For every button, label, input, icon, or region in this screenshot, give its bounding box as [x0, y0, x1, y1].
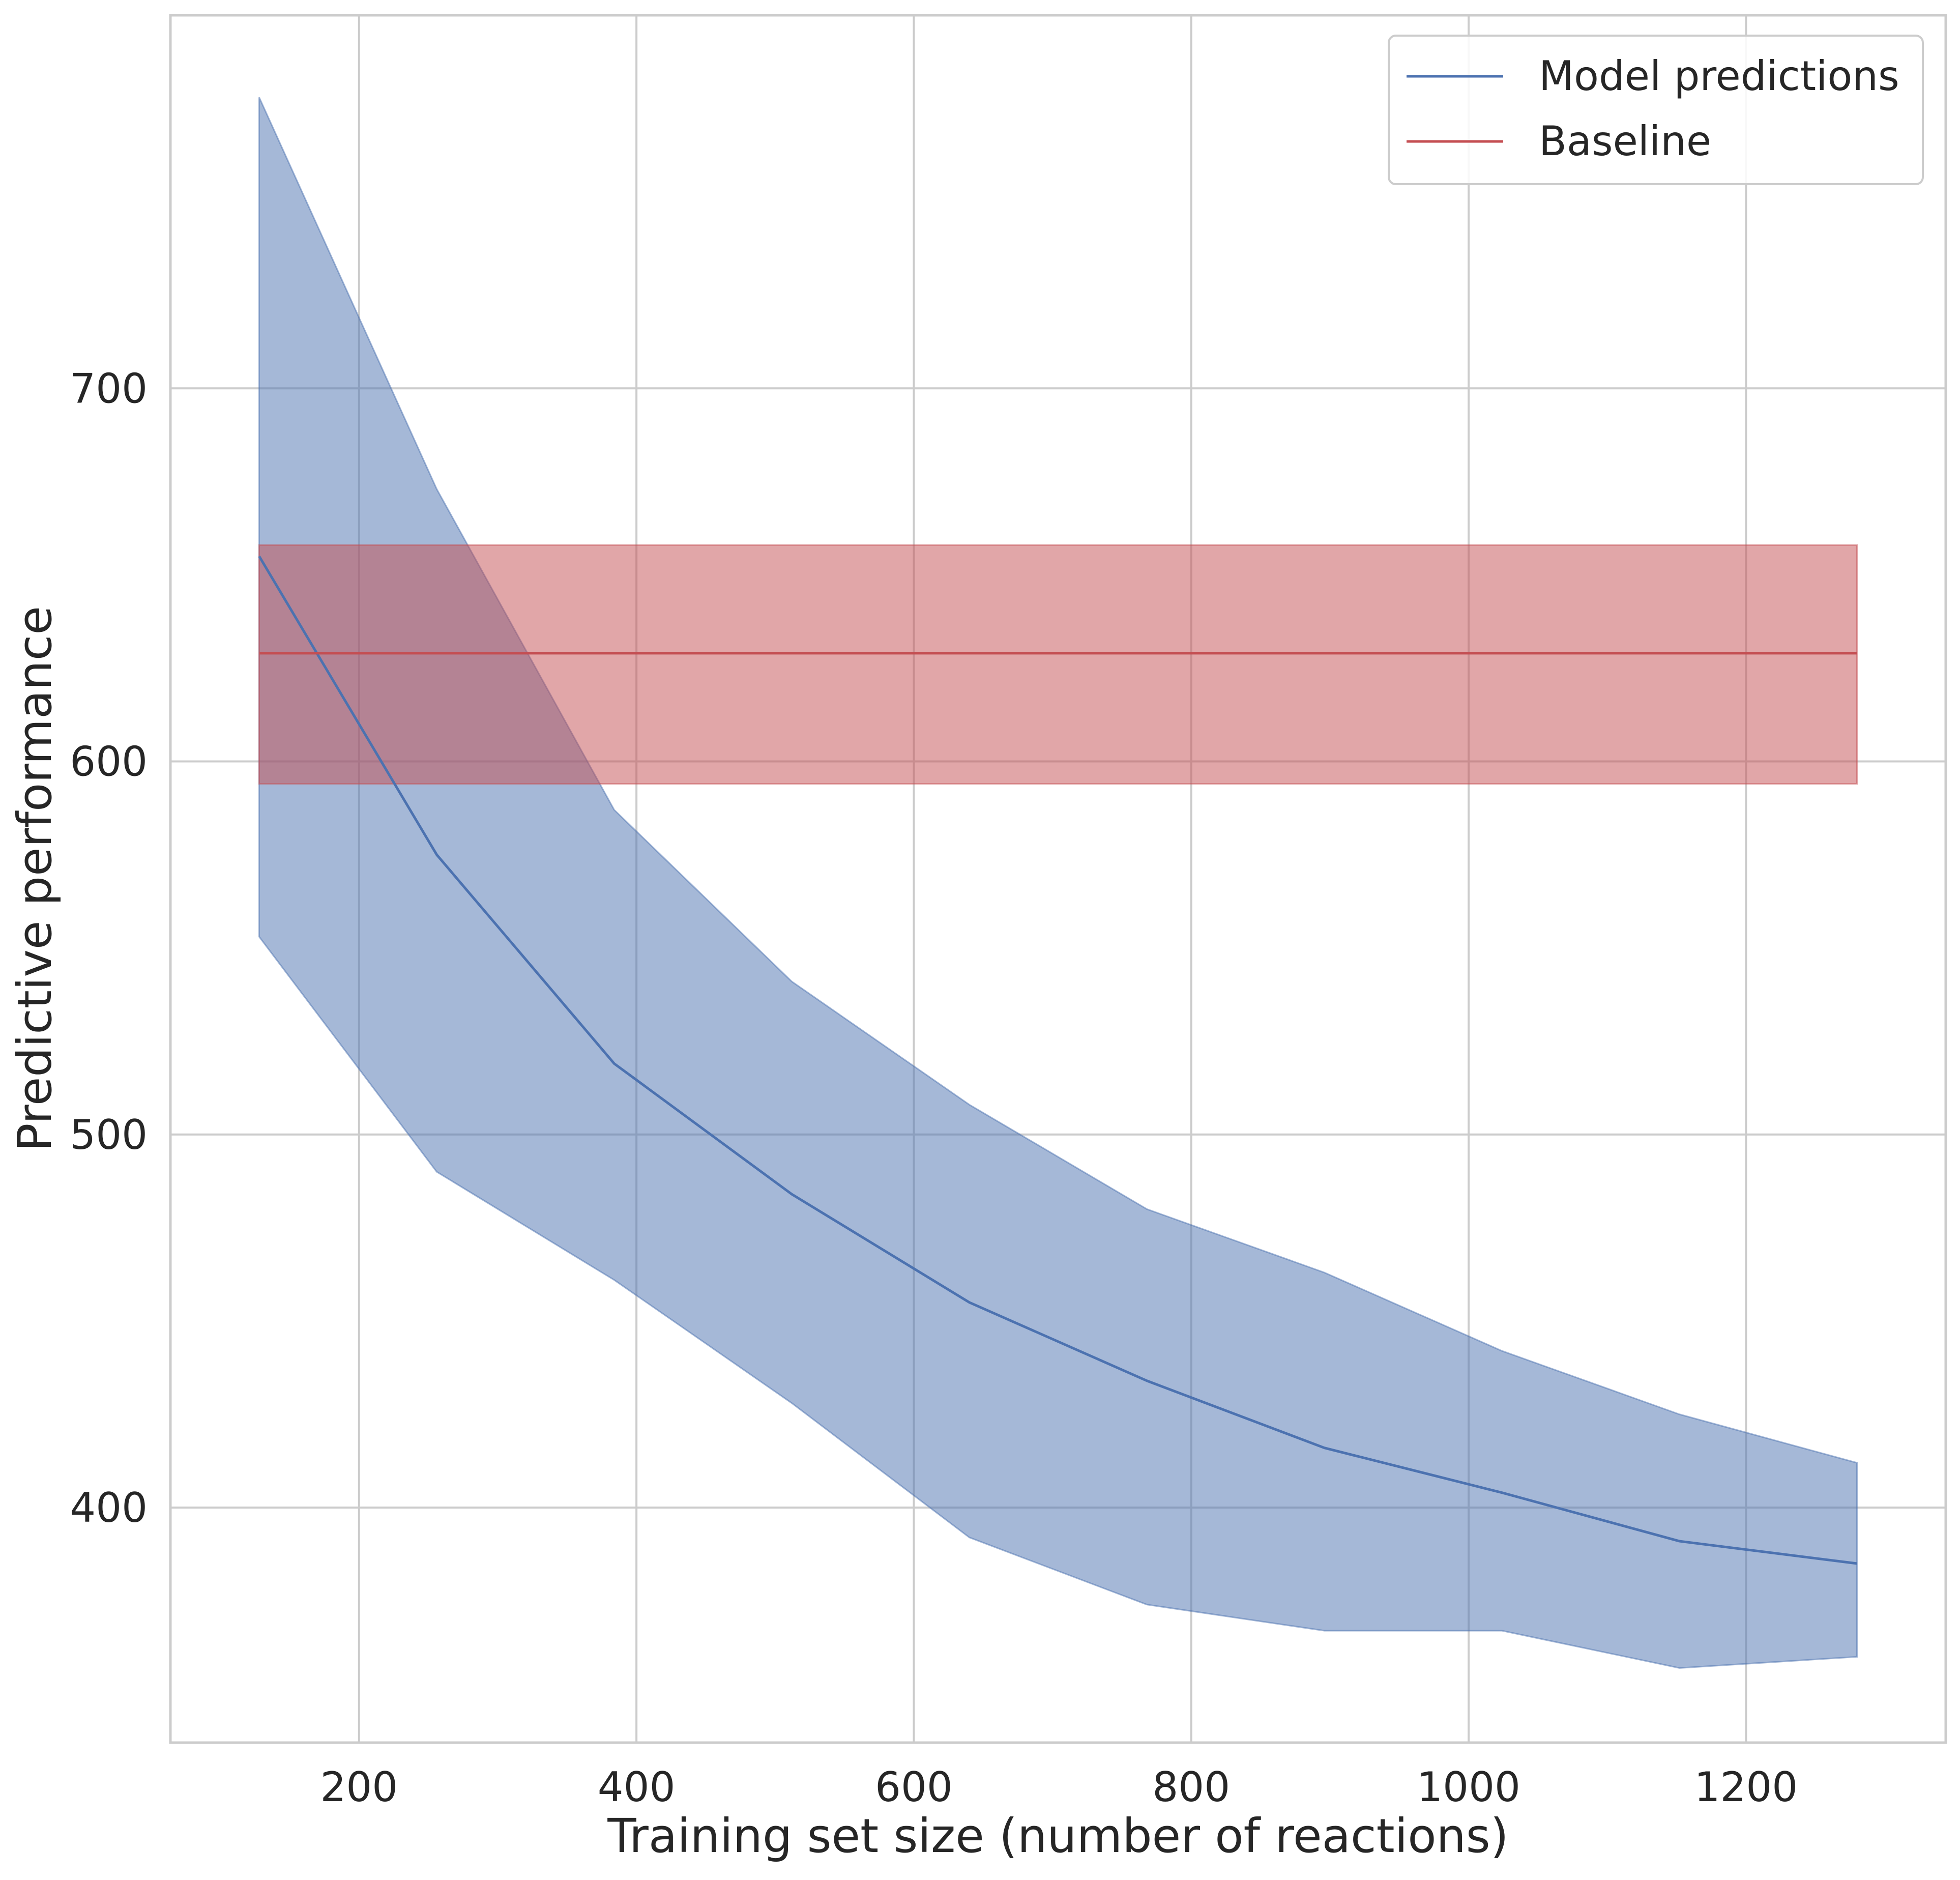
- x-tick-label: 200: [320, 1763, 398, 1811]
- x-axis-ticks: 200 400 600 800 1000 1200: [320, 1763, 1798, 1811]
- y-axis-ticks: 400 500 600 700: [70, 365, 148, 1531]
- band-model-predictions: [258, 97, 1858, 1669]
- confidence-bands: [258, 97, 1858, 1669]
- y-tick-label: 500: [70, 1111, 148, 1159]
- band-baseline: [258, 544, 1858, 785]
- y-tick-label: 600: [70, 738, 148, 786]
- x-tick-label: 800: [1152, 1763, 1230, 1811]
- legend-box: [1388, 35, 1924, 185]
- x-tick-label: 1200: [1694, 1763, 1798, 1811]
- x-tick-label: 1000: [1417, 1763, 1520, 1811]
- x-axis-label: Training set size (number of reactions): [607, 1809, 1508, 1863]
- legend-label-baseline: Baseline: [1539, 118, 1711, 165]
- plot-frame: [169, 14, 1947, 1744]
- series-lines: [258, 555, 1857, 1565]
- legend-label-model-predictions: Model predictions: [1539, 52, 1899, 100]
- y-axis-label: Predictive performance: [8, 606, 62, 1151]
- x-tick-label: 400: [598, 1763, 676, 1811]
- legend: Model predictions Baseline: [1388, 35, 1924, 185]
- x-tick-label: 600: [875, 1763, 953, 1811]
- line-model-predictions: [258, 555, 1857, 1565]
- y-tick-label: 400: [70, 1484, 148, 1531]
- y-tick-label: 700: [70, 365, 148, 412]
